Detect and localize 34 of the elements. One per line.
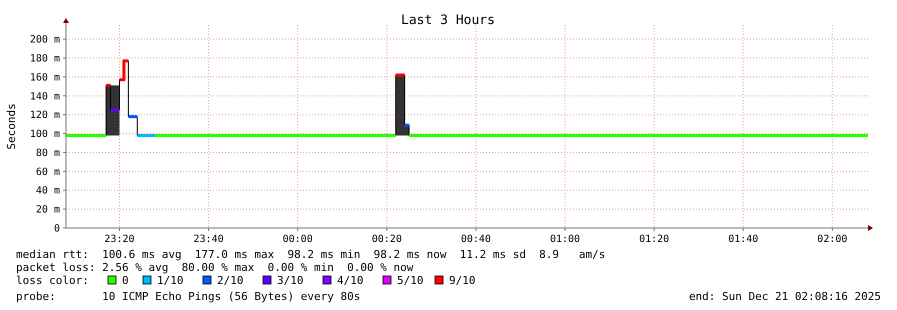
y-tick-label: 120 m [30, 110, 60, 122]
legend-label: 1/10 [157, 274, 184, 287]
x-tick-label: 23:20 [104, 234, 135, 245]
y-tick-label: 160 m [30, 72, 60, 84]
legend-label: 4/10 [337, 274, 364, 287]
x-tick-label: 01:00 [550, 234, 580, 245]
y-tick-label: 200 m [30, 34, 60, 46]
x-tick-label: 01:20 [639, 234, 670, 245]
legend-label: 0 [122, 274, 129, 287]
text: median rtt: 100.6 ms avg 177.0 ms max 98.2 ms min 98.2 ms now 11.2 ms sd 8.9 am/s [16, 248, 606, 261]
text: packet loss: 2.56 % avg 80.00 % max 0.00 % min 0.00 % now [16, 261, 414, 274]
y-tick-label: 180 m [30, 54, 60, 65]
x-tick-label: 00:00 [282, 234, 313, 245]
legend-label: 9/10 [449, 274, 476, 287]
x-tick-label: 00:40 [460, 234, 491, 245]
y-tick-label: 20 m [36, 204, 60, 216]
text: end: Sun Dec 21 02:08:16 2025 [688, 290, 881, 303]
y-tick-label: 0 [54, 224, 60, 234]
chart-title: Last 3 Hours [401, 13, 495, 28]
legend-title: loss color: [16, 274, 89, 287]
x-tick-label: 00:20 [372, 234, 402, 245]
legend-label: 5/10 [397, 274, 424, 287]
y-tick-label: 100 m [30, 129, 60, 140]
y-tick-label: 60 m [36, 166, 60, 178]
y-tick-label: 40 m [36, 186, 60, 197]
legend-label: 2/10 [217, 274, 244, 287]
y-tick-label: 140 m [30, 91, 60, 102]
y-tick-label: 80 m [36, 148, 60, 159]
x-tick-label: 02:00 [817, 234, 848, 245]
x-tick-label: 23:40 [194, 234, 224, 245]
x-tick-label: 01:40 [728, 234, 758, 245]
legend-label: 3/10 [277, 274, 304, 287]
y-axis-title: Seconds [5, 103, 18, 150]
text: probe: 10 ICMP Echo Pings (56 Bytes) every 80s [16, 290, 360, 303]
